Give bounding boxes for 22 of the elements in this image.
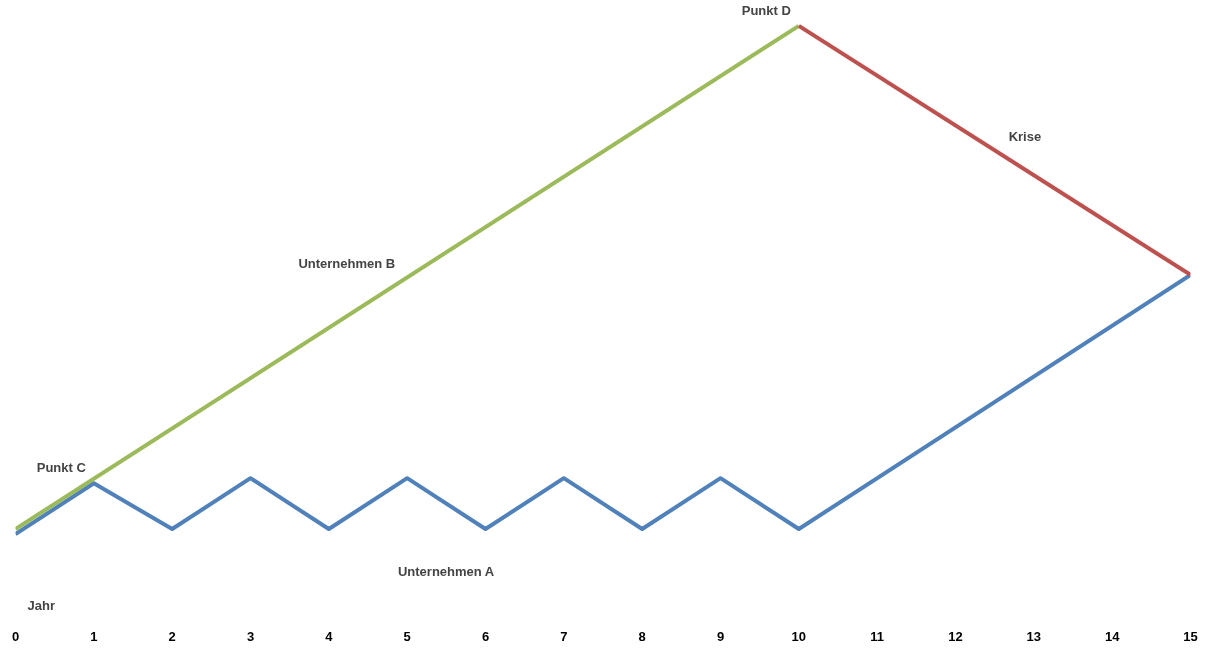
- x-tick-label: 2: [168, 628, 176, 644]
- x-tick-label: 5: [403, 628, 411, 644]
- x-tick-label: 8: [638, 628, 646, 644]
- x-tick-label: 3: [246, 628, 255, 644]
- x-tick-label: 11: [870, 628, 885, 644]
- series-label: Unternehmen B: [298, 256, 396, 272]
- x-tick-label: 7: [560, 628, 568, 644]
- annotation: Punkt D: [741, 2, 791, 18]
- x-axis-title: Jahr: [27, 597, 55, 613]
- x-tick-label: 0: [11, 628, 20, 644]
- x-tick-label: 13: [1026, 628, 1042, 644]
- series-label: Krise: [1008, 129, 1042, 145]
- x-tick-label: 12: [948, 628, 963, 644]
- x-tick-label: 9: [716, 628, 725, 644]
- x-tick-label: 1: [90, 628, 98, 644]
- x-tick-label: 14: [1104, 628, 1121, 644]
- x-tick-label: 4: [325, 628, 334, 644]
- text: Unternehmen A: [397, 564, 495, 580]
- annotation: Punkt C: [36, 460, 87, 476]
- x-tick-label: 10: [791, 628, 807, 644]
- x-tick-label: 6: [481, 628, 490, 644]
- x-tick-label: 15: [1183, 628, 1198, 644]
